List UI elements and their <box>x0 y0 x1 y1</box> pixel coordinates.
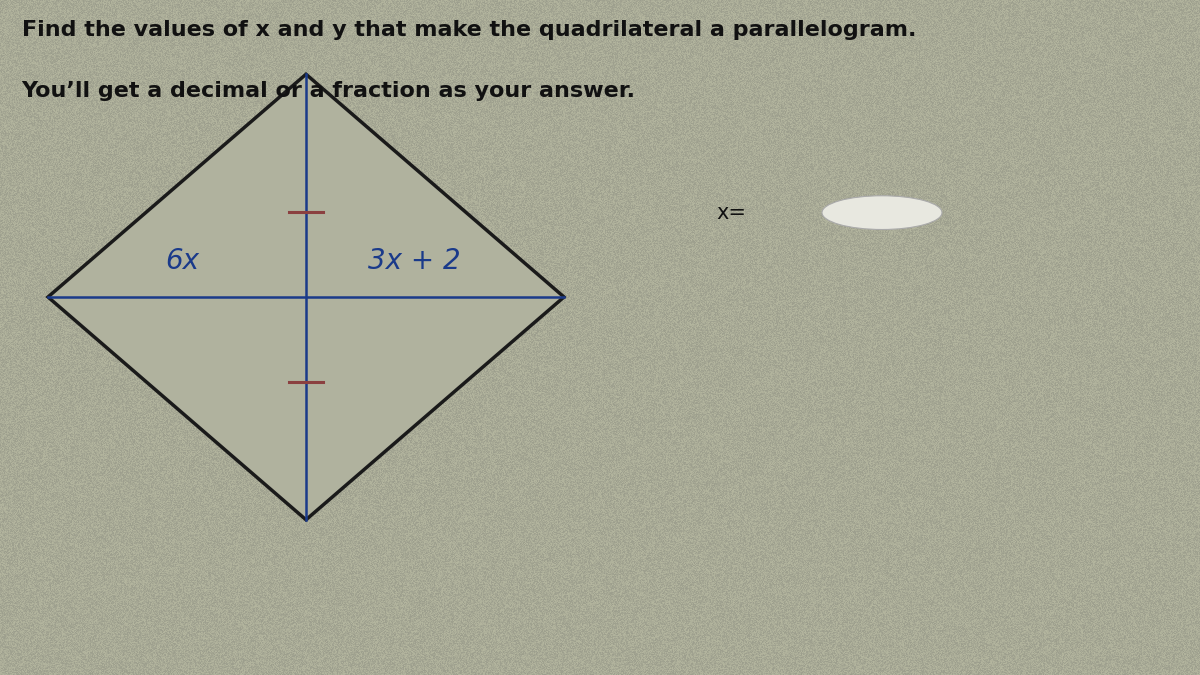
Text: 6x: 6x <box>166 248 199 275</box>
Text: You’ll get a decimal or a fraction as your answer.: You’ll get a decimal or a fraction as yo… <box>22 81 636 101</box>
Ellipse shape <box>822 196 942 230</box>
Polygon shape <box>48 74 564 520</box>
Text: 3x + 2: 3x + 2 <box>368 248 461 275</box>
Text: x=: x= <box>716 202 746 223</box>
Text: Find the values of x and y that make the quadrilateral a parallelogram.: Find the values of x and y that make the… <box>22 20 916 40</box>
